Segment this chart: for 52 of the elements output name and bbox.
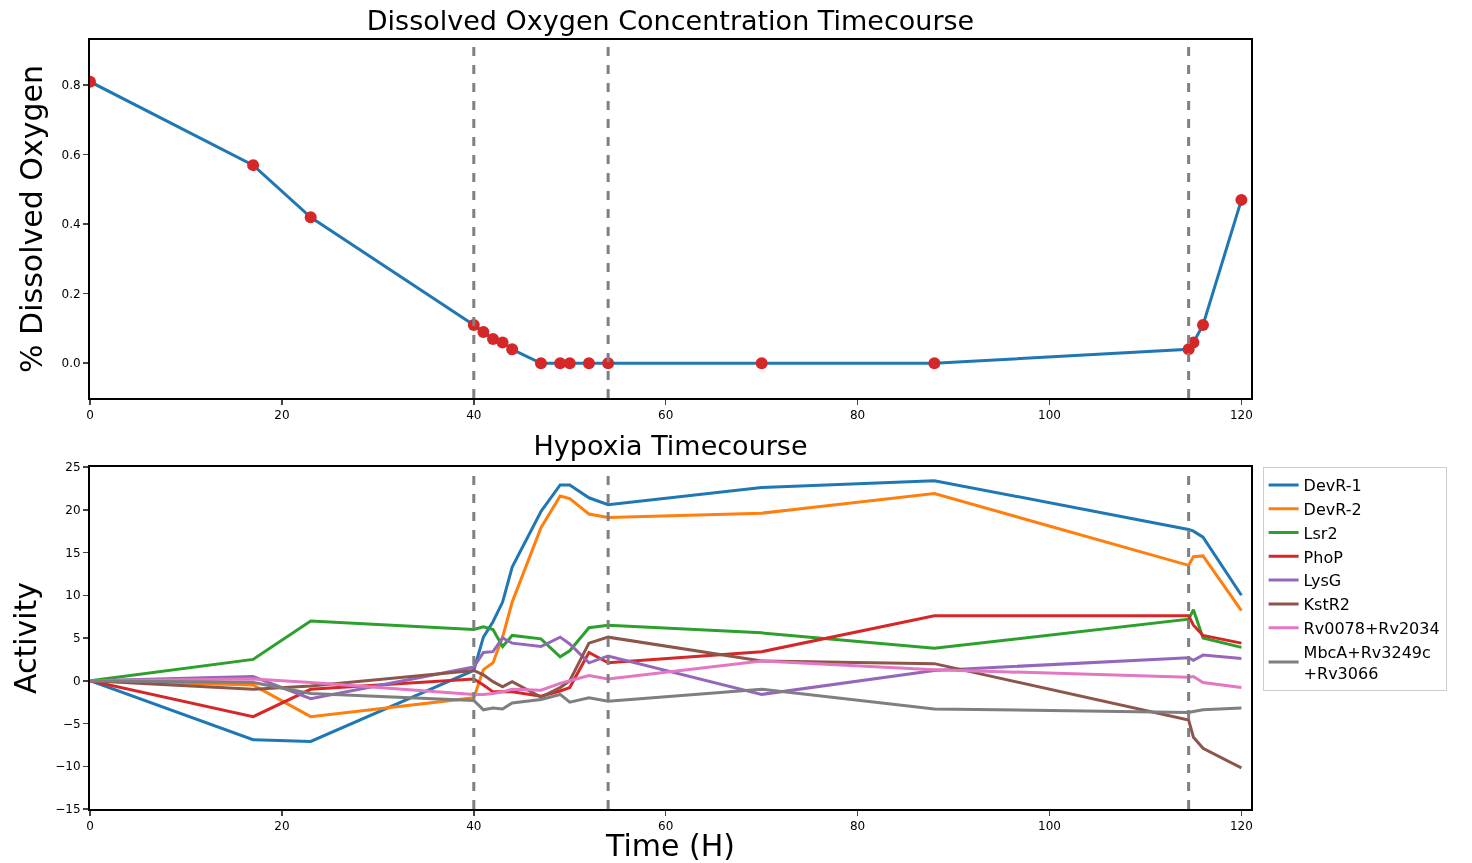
chart-title: Hypoxia Timecourse	[533, 430, 808, 462]
x-tick-label: 0	[86, 408, 94, 423]
y-tick-label: 0.0	[61, 356, 81, 371]
legend-label: PhoP	[1303, 547, 1344, 567]
point	[496, 336, 509, 349]
point	[487, 332, 499, 345]
legend-label: DevR-2	[1303, 499, 1362, 519]
y-tick-label: 5	[72, 631, 81, 646]
x-tick-label: 20	[274, 819, 290, 834]
x-tick-label: 20	[274, 408, 290, 423]
y-tick-label: 15	[65, 545, 81, 560]
y-tick-label: 0.2	[61, 286, 81, 301]
legend-label: Rv0078+Rv2034	[1303, 618, 1440, 638]
legend-label: MbcA+Rv3249c +Rv3066	[1303, 642, 1431, 683]
chart-title: Dissolved Oxygen Concentration Timecourse	[366, 4, 975, 36]
y-axis-title: % Dissolved Oxygen	[14, 65, 50, 373]
point	[928, 357, 941, 370]
y-tick-label: 0	[72, 673, 81, 688]
point	[247, 159, 260, 172]
x-tick-label: 40	[466, 408, 482, 423]
point	[477, 325, 490, 338]
y-tick-label: 0.8	[61, 78, 81, 93]
x-tick-label: 80	[849, 408, 866, 423]
y-tick-label: −5	[62, 716, 81, 731]
point	[1235, 193, 1248, 206]
legend-label: Lsr2	[1303, 523, 1338, 543]
y-tick-label: 10	[65, 588, 81, 603]
point	[534, 357, 547, 370]
y-tick-label: 20	[65, 502, 81, 517]
point	[304, 211, 317, 224]
legend-label: LysG	[1303, 571, 1342, 591]
legend-label: KstR2	[1303, 595, 1351, 615]
x-tick-label: 60	[658, 819, 674, 834]
legend-label: DevR-1	[1303, 476, 1362, 496]
y-tick-label: −15	[55, 802, 81, 817]
y-tick-label: 25	[65, 460, 81, 475]
x-tick-label: 100	[1038, 819, 1061, 834]
x-tick-label: 100	[1038, 408, 1061, 423]
x-tick-label: 120	[1229, 408, 1253, 423]
point	[582, 357, 595, 370]
y-tick-label: −10	[55, 759, 81, 774]
point	[1197, 319, 1210, 331]
y-tick-label: 0.4	[61, 217, 81, 232]
point	[755, 357, 768, 370]
x-tick-label: 60	[658, 408, 674, 423]
x-tick-label: 0	[86, 819, 94, 834]
y-tick-label: 0.6	[61, 147, 81, 162]
point	[506, 343, 519, 356]
x-tick-label: 120	[1229, 819, 1253, 834]
y-axis-title: Activity	[7, 581, 43, 695]
x-tick-label: 80	[849, 819, 866, 834]
x-tick-label: 40	[466, 819, 482, 834]
